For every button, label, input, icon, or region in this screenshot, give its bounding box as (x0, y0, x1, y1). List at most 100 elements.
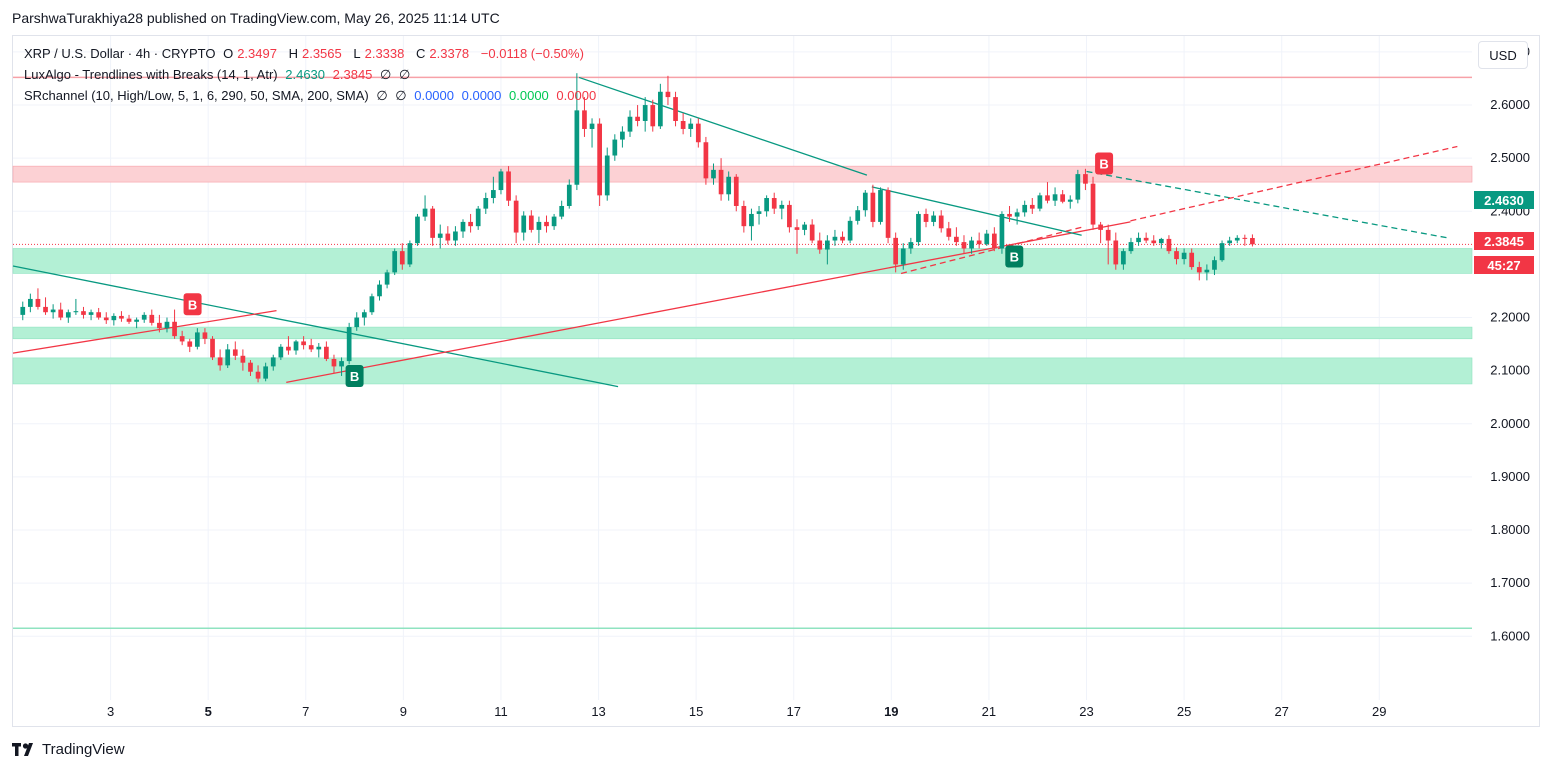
candle-body (324, 346, 329, 359)
candle-body (1174, 251, 1179, 260)
candle (278, 344, 284, 361)
change-value: −0.0118 (−0.50%) (480, 46, 584, 61)
candle (415, 213, 420, 246)
symbol-title[interactable]: XRP / U.S. Dollar · 4h · CRYPTO (24, 46, 216, 61)
brand-name: TradingView (42, 741, 125, 758)
candle (604, 147, 610, 201)
candle-body (680, 120, 686, 129)
candle-body (134, 319, 139, 322)
candle (20, 301, 26, 321)
candle (991, 227, 997, 252)
candle (855, 205, 861, 225)
indicator-2-value-5: 0.0000 (509, 88, 549, 103)
candle (984, 229, 990, 246)
trendline (1086, 170, 1448, 239)
candle-body (931, 215, 936, 222)
candle (96, 307, 102, 320)
price-tag-upper: 2.4630 (1474, 191, 1534, 209)
low-label: L (353, 46, 361, 61)
trendline (1130, 145, 1458, 222)
candle-body (1113, 240, 1119, 265)
candle-body (893, 237, 899, 265)
candle (468, 213, 473, 233)
close-value: 2.3378 (429, 46, 470, 61)
candle (916, 211, 921, 246)
candle (210, 336, 215, 361)
bearish-break-signal: B (1095, 152, 1114, 175)
trendline (12, 309, 277, 354)
trendline (12, 265, 619, 388)
candle-body (430, 208, 435, 238)
time-tick-label: 29 (1372, 704, 1386, 719)
candle-body (225, 349, 231, 366)
candle (551, 213, 557, 230)
candle-body (1151, 240, 1157, 244)
candle (612, 134, 618, 161)
candle-body (119, 315, 124, 319)
candle (1143, 232, 1149, 244)
candle-body (331, 358, 337, 367)
candle-body (824, 240, 830, 250)
candle-body (961, 242, 967, 249)
legend-indicator-1[interactable]: LuxAlgo - Trendlines with Breaks (14, 1,… (24, 67, 414, 83)
candle-body (991, 233, 997, 249)
candle-body (248, 362, 253, 372)
candle-body (27, 298, 33, 307)
candle-body (1090, 183, 1096, 225)
time-tick-label: 23 (1079, 704, 1093, 719)
candle (574, 73, 580, 191)
candle-body (384, 272, 390, 285)
candle (536, 216, 542, 244)
candle (422, 195, 428, 221)
candle-body (908, 242, 914, 249)
candle-body (1075, 174, 1081, 200)
candle-body (126, 318, 132, 322)
candles (20, 73, 1255, 383)
candle-body (491, 190, 496, 199)
candle (491, 176, 496, 204)
candle-body (172, 321, 177, 337)
candle (931, 211, 936, 227)
candle (969, 236, 974, 254)
tradingview-brand[interactable]: TradingView (12, 741, 125, 758)
candle-body (58, 309, 64, 318)
candle (1022, 200, 1028, 217)
candle (1227, 236, 1232, 246)
candle-body (498, 171, 504, 191)
candle (809, 219, 815, 244)
signal-box (1095, 152, 1114, 175)
candle (35, 288, 41, 310)
support-zone (12, 357, 1473, 385)
candle-body (802, 224, 807, 230)
candle (81, 306, 86, 319)
candle-body (369, 296, 375, 313)
candle-body (43, 306, 48, 313)
currency-button[interactable]: USD (1478, 41, 1528, 69)
candle-body (1242, 237, 1248, 239)
candle (726, 171, 732, 201)
legend-indicator-2[interactable]: SRchannel (10, High/Low, 5, 1, 6, 290, 5… (24, 88, 600, 104)
candle (324, 341, 329, 362)
candle (475, 205, 481, 230)
support-zone (12, 326, 1473, 340)
candle (1098, 221, 1103, 244)
candle (1052, 187, 1058, 206)
candle-body (969, 240, 974, 249)
candle-body (733, 176, 739, 206)
candle (513, 195, 519, 244)
candle-body (604, 155, 610, 196)
candle (787, 200, 792, 233)
candle-body (50, 309, 56, 313)
candle (711, 163, 716, 185)
candle (976, 232, 982, 249)
candle (361, 309, 367, 326)
candle-body (210, 338, 215, 358)
candle-body (240, 355, 246, 363)
candle-body (1121, 251, 1126, 265)
candle (149, 309, 155, 326)
candle-body (916, 213, 921, 243)
candle-body (650, 105, 656, 127)
indicator-1-value-4: ∅ (398, 67, 411, 82)
indicator-2-value-4: 0.0000 (461, 88, 502, 103)
